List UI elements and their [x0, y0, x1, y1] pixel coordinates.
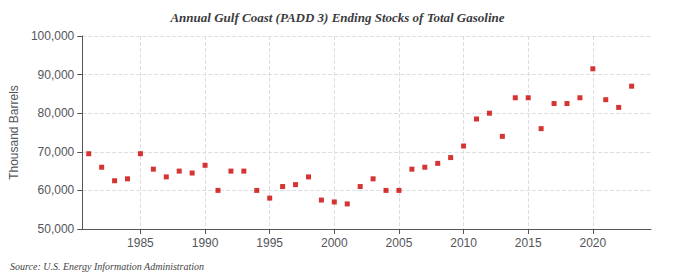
svg-text:70,000: 70,000 — [38, 145, 75, 159]
svg-text:80,000: 80,000 — [38, 106, 75, 120]
svg-text:2005: 2005 — [386, 236, 413, 250]
svg-text:2020: 2020 — [579, 236, 606, 250]
svg-text:Annual Gulf Coast (PADD 3) End: Annual Gulf Coast (PADD 3) Ending Stocks… — [169, 10, 504, 25]
svg-text:100,000: 100,000 — [31, 29, 75, 43]
svg-text:90,000: 90,000 — [38, 68, 75, 82]
svg-text:Source: U.S. Energy Informatio: Source: U.S. Energy Information Administ… — [10, 261, 204, 272]
svg-text:60,000: 60,000 — [38, 183, 75, 197]
svg-text:2015: 2015 — [515, 236, 542, 250]
svg-text:2000: 2000 — [321, 236, 348, 250]
svg-text:50,000: 50,000 — [38, 222, 75, 236]
svg-text:1985: 1985 — [127, 236, 154, 250]
svg-text:1995: 1995 — [256, 236, 283, 250]
svg-text:1990: 1990 — [192, 236, 219, 250]
svg-text:2010: 2010 — [450, 236, 477, 250]
svg-text:Thousand Barrels: Thousand Barrels — [7, 85, 21, 180]
